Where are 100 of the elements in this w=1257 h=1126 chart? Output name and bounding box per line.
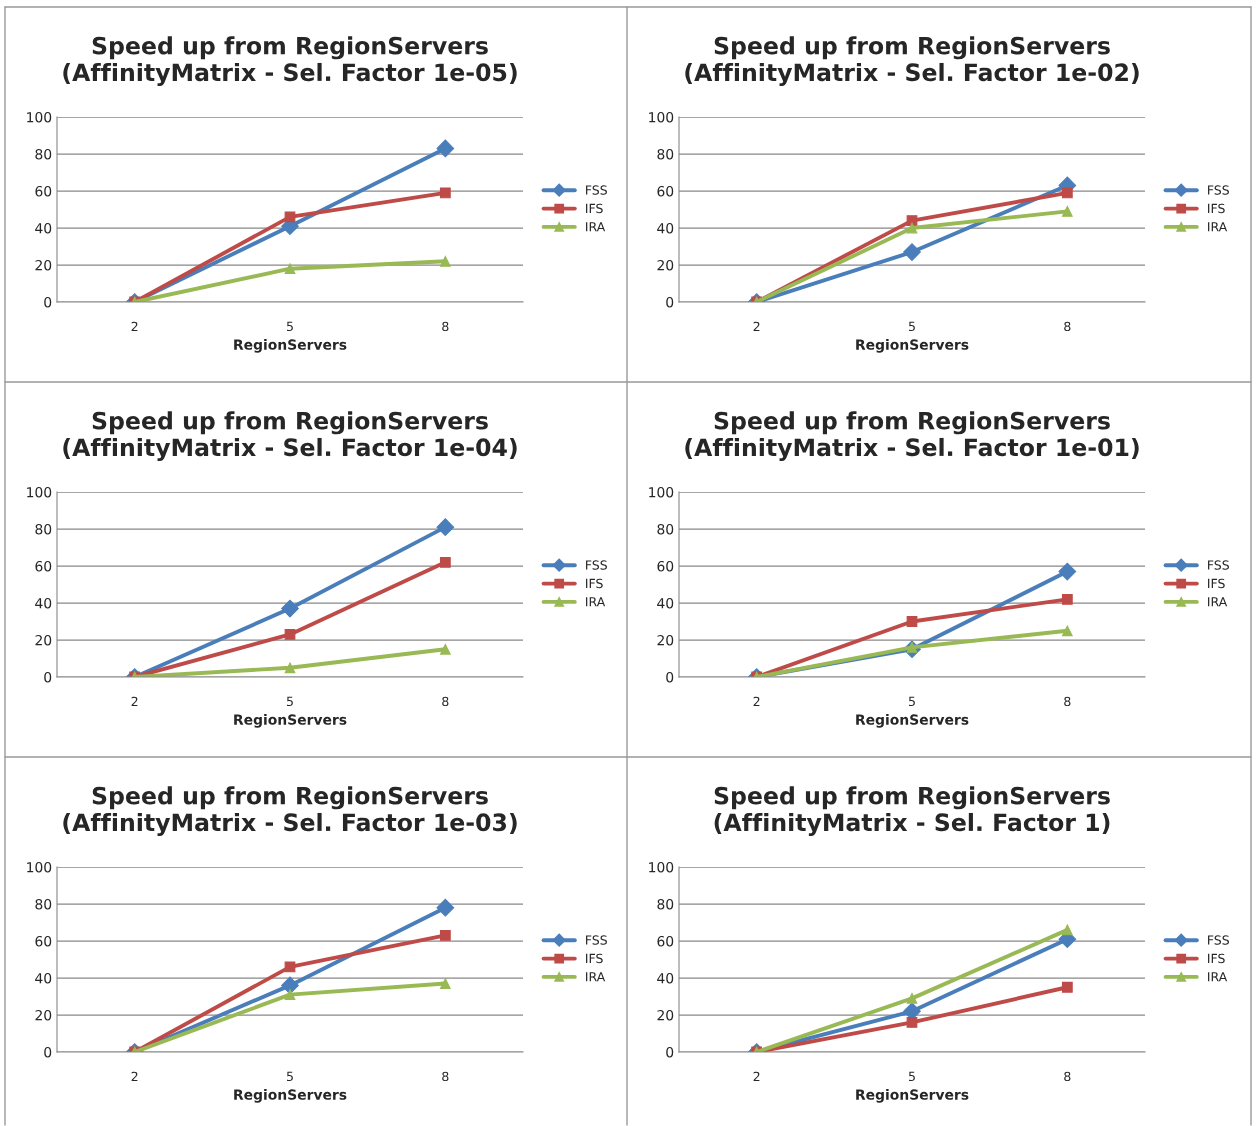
legend-label: IRA (586, 972, 606, 982)
chart-title: Speed up from RegionServers (AffinityMatrix - Sel. Factor 1e-03) (63, 786, 517, 836)
legend-label: FSS (586, 185, 607, 195)
x-tick-label: 8 (442, 1071, 449, 1082)
point (436, 139, 455, 158)
x-tick-label: 8 (442, 321, 449, 332)
x-tick-label: 8 (1064, 696, 1071, 707)
x-axis-title: RegionServers (856, 714, 969, 728)
x-axis-title: RegionServers (856, 1089, 969, 1103)
legend-label: IFS (1208, 578, 1225, 589)
y-tick-label: 20 (657, 259, 674, 271)
y-tick-label: 20 (35, 259, 52, 271)
legend-label: IRA (586, 222, 606, 232)
y-tick-label: 80 (657, 148, 674, 160)
x-tick-label: 5 (286, 696, 293, 707)
legend-label: IRA (1208, 222, 1228, 232)
y-tick-label: 40 (35, 597, 52, 609)
y-tick-label: 100 (649, 861, 674, 873)
point (281, 599, 299, 618)
x-tick-label: 5 (286, 1071, 293, 1082)
x-tick-label: 2 (753, 1071, 760, 1081)
point (1061, 205, 1073, 217)
y-tick-label: 80 (657, 898, 674, 910)
legend-label: IFS (586, 578, 603, 589)
y-tick-label: 100 (27, 486, 52, 498)
x-axis-title: RegionServers (856, 339, 969, 353)
y-tick-label: 0 (44, 296, 52, 308)
point (439, 643, 451, 655)
y-tick-label: 0 (666, 1046, 674, 1058)
y-tick-label: 80 (35, 898, 52, 910)
chart-title: Speed up from RegionServers (AffinityMatrix - Sel. Factor 1e-01) (685, 411, 1139, 461)
y-tick-label: 100 (27, 861, 52, 873)
y-tick-label: 80 (35, 523, 52, 535)
point (436, 518, 455, 537)
x-axis-title: RegionServers (234, 1089, 347, 1103)
y-tick-label: 60 (35, 935, 52, 947)
y-tick-label: 40 (657, 972, 674, 984)
y-tick-label: 20 (35, 1009, 52, 1021)
point (439, 255, 451, 267)
y-tick-label: 60 (657, 935, 674, 947)
point (906, 992, 918, 1004)
point (439, 556, 451, 568)
point (1058, 562, 1077, 581)
y-tick-label: 60 (35, 560, 52, 572)
y-tick-label: 0 (44, 671, 52, 683)
legend-label: FSS (1208, 560, 1229, 570)
x-tick-label: 2 (131, 696, 138, 706)
point (436, 898, 455, 917)
x-tick-label: 8 (442, 696, 449, 707)
legend-label: FSS (1208, 185, 1229, 195)
point (906, 222, 918, 234)
y-tick-label: 40 (35, 972, 52, 984)
y-tick-label: 0 (44, 1046, 52, 1058)
y-tick-label: 40 (657, 597, 674, 609)
point (281, 976, 299, 995)
legend-label: IRA (1208, 597, 1228, 607)
y-tick-label: 80 (35, 148, 52, 160)
point (1061, 924, 1073, 936)
point (903, 243, 921, 261)
point (284, 263, 296, 275)
point (284, 662, 296, 674)
point (1061, 593, 1073, 605)
y-tick-label: 20 (657, 1009, 674, 1021)
y-tick-label: 100 (27, 111, 52, 123)
legend-label: FSS (586, 560, 607, 570)
chart-title: Speed up from RegionServers (AffinityMatrix - Sel. Factor 1e-02) (685, 36, 1139, 86)
point (1061, 981, 1073, 993)
y-tick-label: 20 (35, 634, 52, 646)
y-tick-label: 60 (657, 560, 674, 572)
y-tick-label: 40 (35, 222, 52, 234)
chart-title: Speed up from RegionServers (AffinityMatrix - Sel. Factor 1e-05) (63, 36, 517, 86)
point (906, 1017, 918, 1028)
y-tick-label: 80 (657, 523, 674, 535)
chart-title: Speed up from RegionServers (AffinityMatrix - Sel. Factor 1e-04) (63, 411, 517, 461)
y-tick-label: 40 (657, 222, 674, 234)
x-tick-label: 5 (908, 321, 915, 332)
x-tick-label: 2 (753, 321, 760, 331)
point (1061, 187, 1073, 199)
x-tick-label: 5 (286, 321, 293, 332)
y-tick-label: 20 (657, 634, 674, 646)
x-tick-label: 5 (908, 696, 915, 707)
x-axis-title: RegionServers (234, 714, 347, 728)
legend-label: IFS (1208, 203, 1225, 214)
point (439, 187, 451, 199)
point (439, 978, 451, 989)
x-tick-label: 5 (908, 1071, 915, 1082)
legend-label: FSS (586, 935, 607, 945)
legend-label: IFS (1208, 953, 1225, 964)
legend-label: FSS (1208, 935, 1229, 945)
x-tick-label: 8 (1064, 321, 1071, 332)
x-tick-label: 2 (131, 321, 138, 331)
point (1061, 625, 1073, 637)
point (439, 930, 451, 941)
legend-label: IRA (586, 597, 606, 607)
x-axis-title: RegionServers (234, 339, 347, 353)
point (906, 616, 918, 627)
y-tick-label: 0 (666, 671, 674, 683)
x-tick-label: 2 (131, 1071, 138, 1081)
legend-label: IFS (586, 953, 603, 964)
y-tick-label: 100 (649, 111, 674, 123)
